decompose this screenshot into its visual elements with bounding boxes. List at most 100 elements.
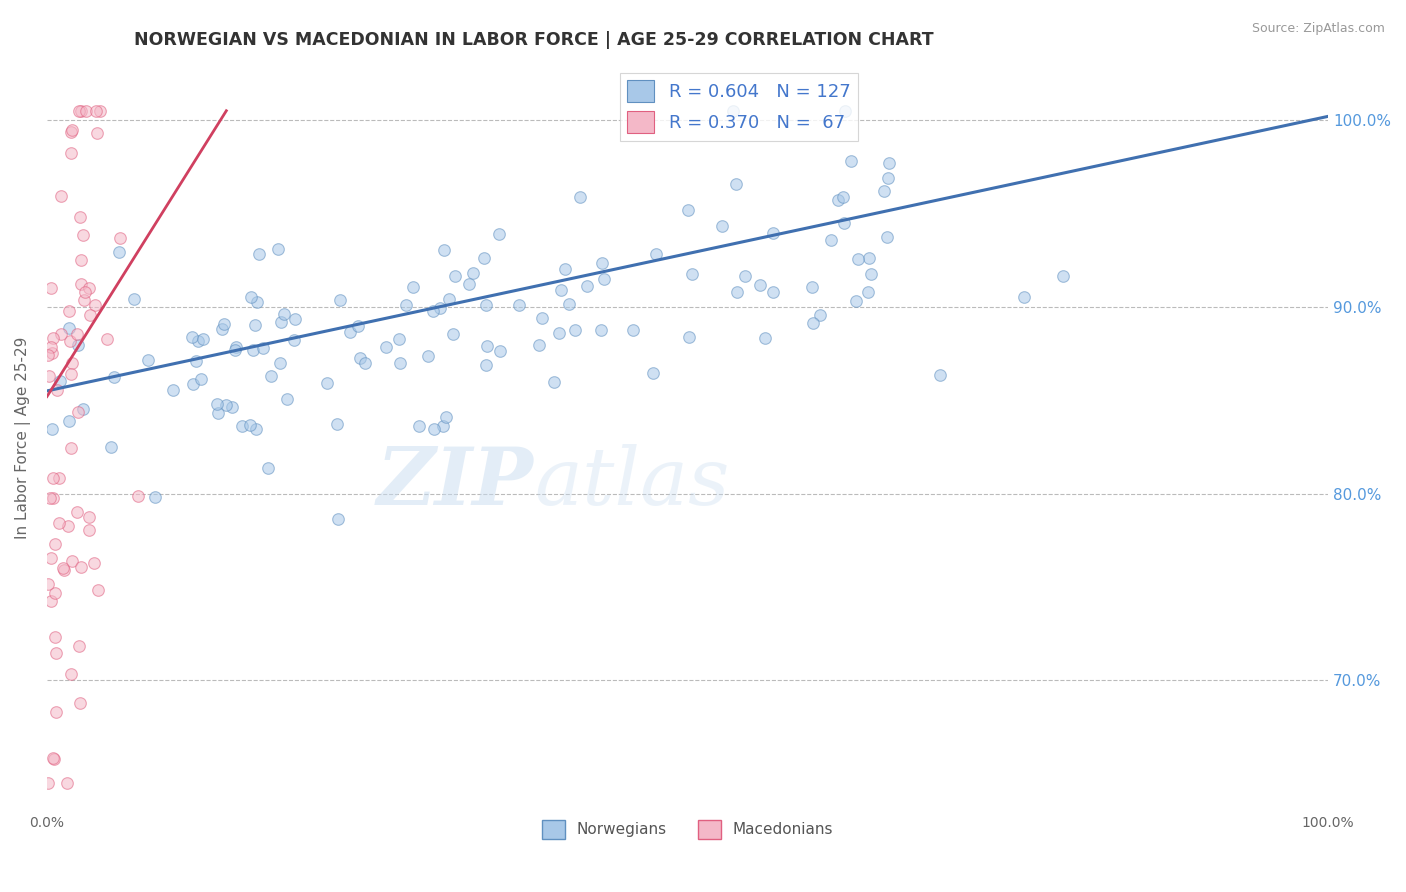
Point — [422, 303, 444, 318]
Point — [60, 553, 83, 567]
Point — [59, 667, 82, 681]
Point — [276, 392, 298, 406]
Point — [242, 343, 264, 357]
Point — [489, 344, 512, 359]
Point — [48, 516, 70, 530]
Point — [181, 329, 204, 343]
Point — [432, 418, 454, 433]
Point — [550, 283, 572, 297]
Point — [508, 298, 530, 312]
Point — [827, 193, 849, 207]
Point — [49, 189, 72, 203]
Point — [107, 244, 129, 259]
Point — [41, 422, 63, 436]
Point — [44, 586, 66, 600]
Point — [576, 278, 599, 293]
Point — [395, 298, 418, 312]
Point — [42, 751, 65, 765]
Point — [929, 368, 952, 383]
Point — [681, 267, 703, 281]
Point — [56, 518, 79, 533]
Point — [51, 561, 73, 575]
Point — [53, 563, 76, 577]
Point — [527, 338, 550, 352]
Point — [41, 280, 63, 294]
Point — [224, 343, 246, 358]
Point — [856, 285, 879, 299]
Point — [39, 594, 62, 608]
Point — [59, 334, 82, 349]
Point — [59, 145, 82, 160]
Point — [103, 370, 125, 384]
Point — [72, 402, 94, 417]
Point — [820, 233, 842, 247]
Point — [437, 292, 460, 306]
Point — [557, 296, 579, 310]
Point — [214, 398, 236, 412]
Text: ZIP: ZIP — [377, 443, 534, 521]
Point — [69, 210, 91, 224]
Point — [845, 293, 868, 308]
Point — [267, 242, 290, 256]
Point — [388, 333, 411, 347]
Point — [315, 376, 337, 390]
Point — [70, 277, 93, 291]
Point — [67, 338, 90, 352]
Point — [568, 190, 591, 204]
Point — [839, 153, 862, 168]
Point — [472, 251, 495, 265]
Point — [87, 583, 110, 598]
Point — [79, 523, 101, 537]
Point — [543, 375, 565, 389]
Point — [58, 304, 80, 318]
Point — [59, 125, 82, 139]
Text: NORWEGIAN VS MACEDONIAN IN LABOR FORCE | AGE 25-29 CORRELATION CHART: NORWEGIAN VS MACEDONIAN IN LABOR FORCE |… — [135, 31, 934, 49]
Point — [72, 228, 94, 243]
Point — [592, 272, 614, 286]
Point — [240, 290, 263, 304]
Point — [273, 307, 295, 321]
Point — [108, 231, 131, 245]
Point — [100, 440, 122, 454]
Point — [711, 219, 734, 233]
Point — [207, 406, 229, 420]
Point — [70, 103, 93, 118]
Point — [621, 323, 644, 337]
Point — [808, 308, 831, 322]
Point — [325, 417, 347, 431]
Point — [416, 350, 439, 364]
Point — [191, 332, 214, 346]
Point — [734, 268, 756, 283]
Point — [723, 103, 745, 118]
Point — [124, 293, 146, 307]
Point — [186, 354, 208, 368]
Point — [488, 227, 510, 241]
Point — [79, 308, 101, 322]
Point — [873, 184, 896, 198]
Point — [284, 312, 307, 326]
Point — [245, 421, 267, 435]
Point — [725, 285, 748, 299]
Point — [548, 326, 571, 341]
Point — [225, 340, 247, 354]
Point — [37, 577, 59, 591]
Text: Source: ZipAtlas.com: Source: ZipAtlas.com — [1251, 22, 1385, 36]
Point — [211, 322, 233, 336]
Point — [876, 230, 898, 244]
Point — [474, 298, 496, 312]
Point — [231, 419, 253, 434]
Point — [41, 346, 63, 360]
Point — [84, 298, 107, 312]
Point — [66, 506, 89, 520]
Point — [326, 511, 349, 525]
Point — [162, 383, 184, 397]
Point — [221, 400, 243, 414]
Point — [42, 491, 65, 505]
Point — [38, 491, 60, 505]
Point — [252, 341, 274, 355]
Point — [429, 301, 451, 315]
Point — [388, 356, 411, 370]
Point — [79, 281, 101, 295]
Point — [876, 171, 898, 186]
Point — [270, 315, 292, 329]
